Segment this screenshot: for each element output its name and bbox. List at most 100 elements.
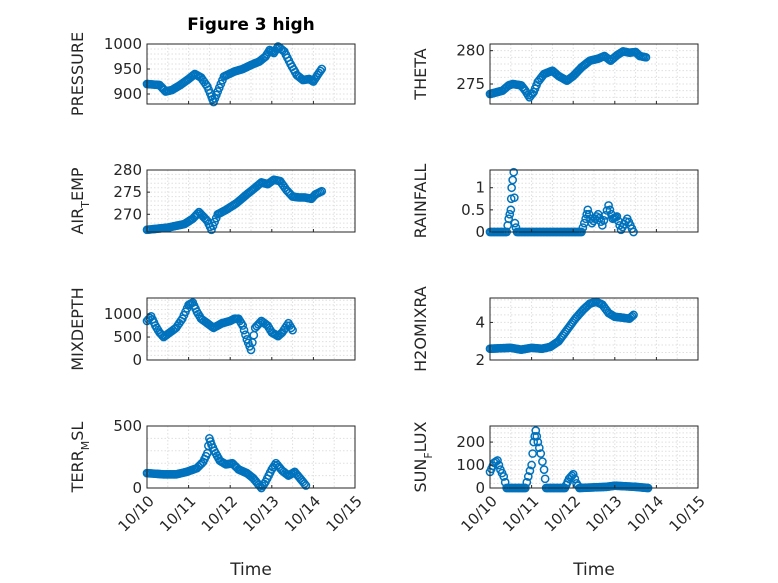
data-point [494, 460, 504, 470]
x-tick-label: 10/11 [499, 492, 542, 535]
axes-box [489, 169, 699, 233]
data-point [506, 205, 516, 215]
data-point [523, 472, 533, 481]
axes-h2omixra: 2 4 H2OMIXRA [411, 286, 699, 372]
x-tick-label: 10/11 [156, 492, 199, 535]
y-tick-label: 500 [113, 417, 142, 435]
y-axis-label-main: AIR [68, 208, 87, 235]
x-tick-label: 10/14 [281, 492, 324, 535]
y-axis-label: MIXDEPTH [68, 287, 87, 370]
data-point [300, 479, 309, 489]
x-tick-label: 10/15 [323, 492, 366, 535]
data-point [239, 325, 249, 335]
axes-pressure: 900 950 1000 PRESSURE [68, 32, 356, 116]
axes-mixdepth: 0 500 1000 MIXDEPTH [68, 287, 356, 371]
y-tick-label: 4 [475, 313, 485, 331]
y-tick-label: 0 [475, 223, 485, 241]
data-point [509, 193, 519, 203]
series-markers [142, 175, 327, 235]
y-axis-label-subscript: T [79, 201, 92, 209]
y-axis-label-rest: SL [68, 422, 87, 441]
axes-box [146, 169, 356, 233]
axes-background [147, 44, 355, 104]
axes-box [489, 43, 699, 105]
data-point [539, 465, 549, 474]
data-point [504, 214, 514, 224]
data-point [531, 426, 541, 435]
series-markers [485, 46, 651, 102]
y-axis-label: THETA [411, 48, 430, 100]
y-axis-label-subscript: M [79, 441, 92, 451]
data-point [629, 310, 638, 320]
data-point [583, 205, 593, 215]
y-axis-label: TERRMSL [68, 422, 92, 494]
y-tick-label: 100 [456, 456, 485, 474]
data-point [605, 205, 615, 215]
data-point [317, 64, 327, 74]
data-point [207, 225, 216, 235]
data-point [584, 209, 594, 219]
y-tick-label: 950 [113, 60, 142, 78]
y-tick-label: 0 [475, 479, 485, 497]
y-tick-label: 1000 [104, 35, 142, 53]
x-axis-label-left: Time [229, 560, 272, 580]
data-point [612, 212, 622, 221]
data-point [601, 211, 610, 220]
axes-theta: 275 280 THETA [411, 42, 699, 105]
data-point [241, 330, 250, 340]
data-point [641, 52, 651, 62]
data-point [528, 449, 537, 458]
y-tick-label: 1000 [104, 305, 142, 323]
axes-rainfall: 0 0.5 1 RAINFALL [411, 164, 699, 241]
data-point [493, 456, 502, 465]
data-point [527, 460, 536, 470]
data-point [597, 221, 607, 230]
axes-box [489, 425, 699, 489]
x-tick-label: 10/12 [198, 492, 241, 535]
axes-box [146, 297, 356, 361]
data-point [210, 217, 219, 227]
x-axis-label-right: Time [572, 560, 615, 580]
axes-box [489, 297, 699, 361]
data-point [533, 437, 543, 447]
y-tick-label: 500 [113, 328, 142, 346]
series-markers [142, 434, 311, 493]
data-point [538, 457, 547, 466]
y-tick-label: 280 [113, 161, 142, 179]
y-tick-label: 900 [113, 85, 142, 103]
x-tick-label: 10/14 [624, 492, 667, 535]
data-point [536, 449, 546, 458]
data-point [510, 218, 520, 228]
y-axis-label: PRESSURE [68, 32, 87, 116]
data-point [522, 477, 532, 487]
y-axis-label: SUNFLUX [411, 421, 435, 492]
x-tick-label: 10/10 [115, 492, 158, 535]
y-tick-label: 275 [456, 75, 485, 93]
y-tick-label: 0 [132, 351, 142, 369]
axes-box [146, 43, 356, 105]
axes-air-temp: 270 275 280 AIRTEMP [68, 161, 356, 235]
y-tick-label: 1 [475, 179, 485, 197]
data-point [499, 472, 509, 481]
y-axis-label-main: TERR [68, 450, 87, 493]
data-point [604, 201, 613, 210]
figure-title: Figure 3 high [187, 15, 315, 35]
y-tick-label: 275 [113, 183, 142, 201]
axes-background [490, 44, 698, 104]
x-tick-label: 10/10 [458, 492, 501, 535]
data-point [315, 66, 325, 76]
data-point [509, 167, 519, 177]
y-axis-label-rest: EMP [68, 167, 87, 201]
y-tick-label: 2 [475, 351, 485, 369]
data-point [301, 481, 311, 490]
data-point [540, 474, 550, 484]
x-tick-label: 10/13 [239, 492, 282, 535]
x-tick-label: 10/12 [541, 492, 584, 535]
data-point [568, 469, 578, 479]
y-tick-label: 270 [113, 205, 142, 223]
x-tick-label: 10/13 [582, 492, 625, 535]
data-point [532, 431, 542, 441]
